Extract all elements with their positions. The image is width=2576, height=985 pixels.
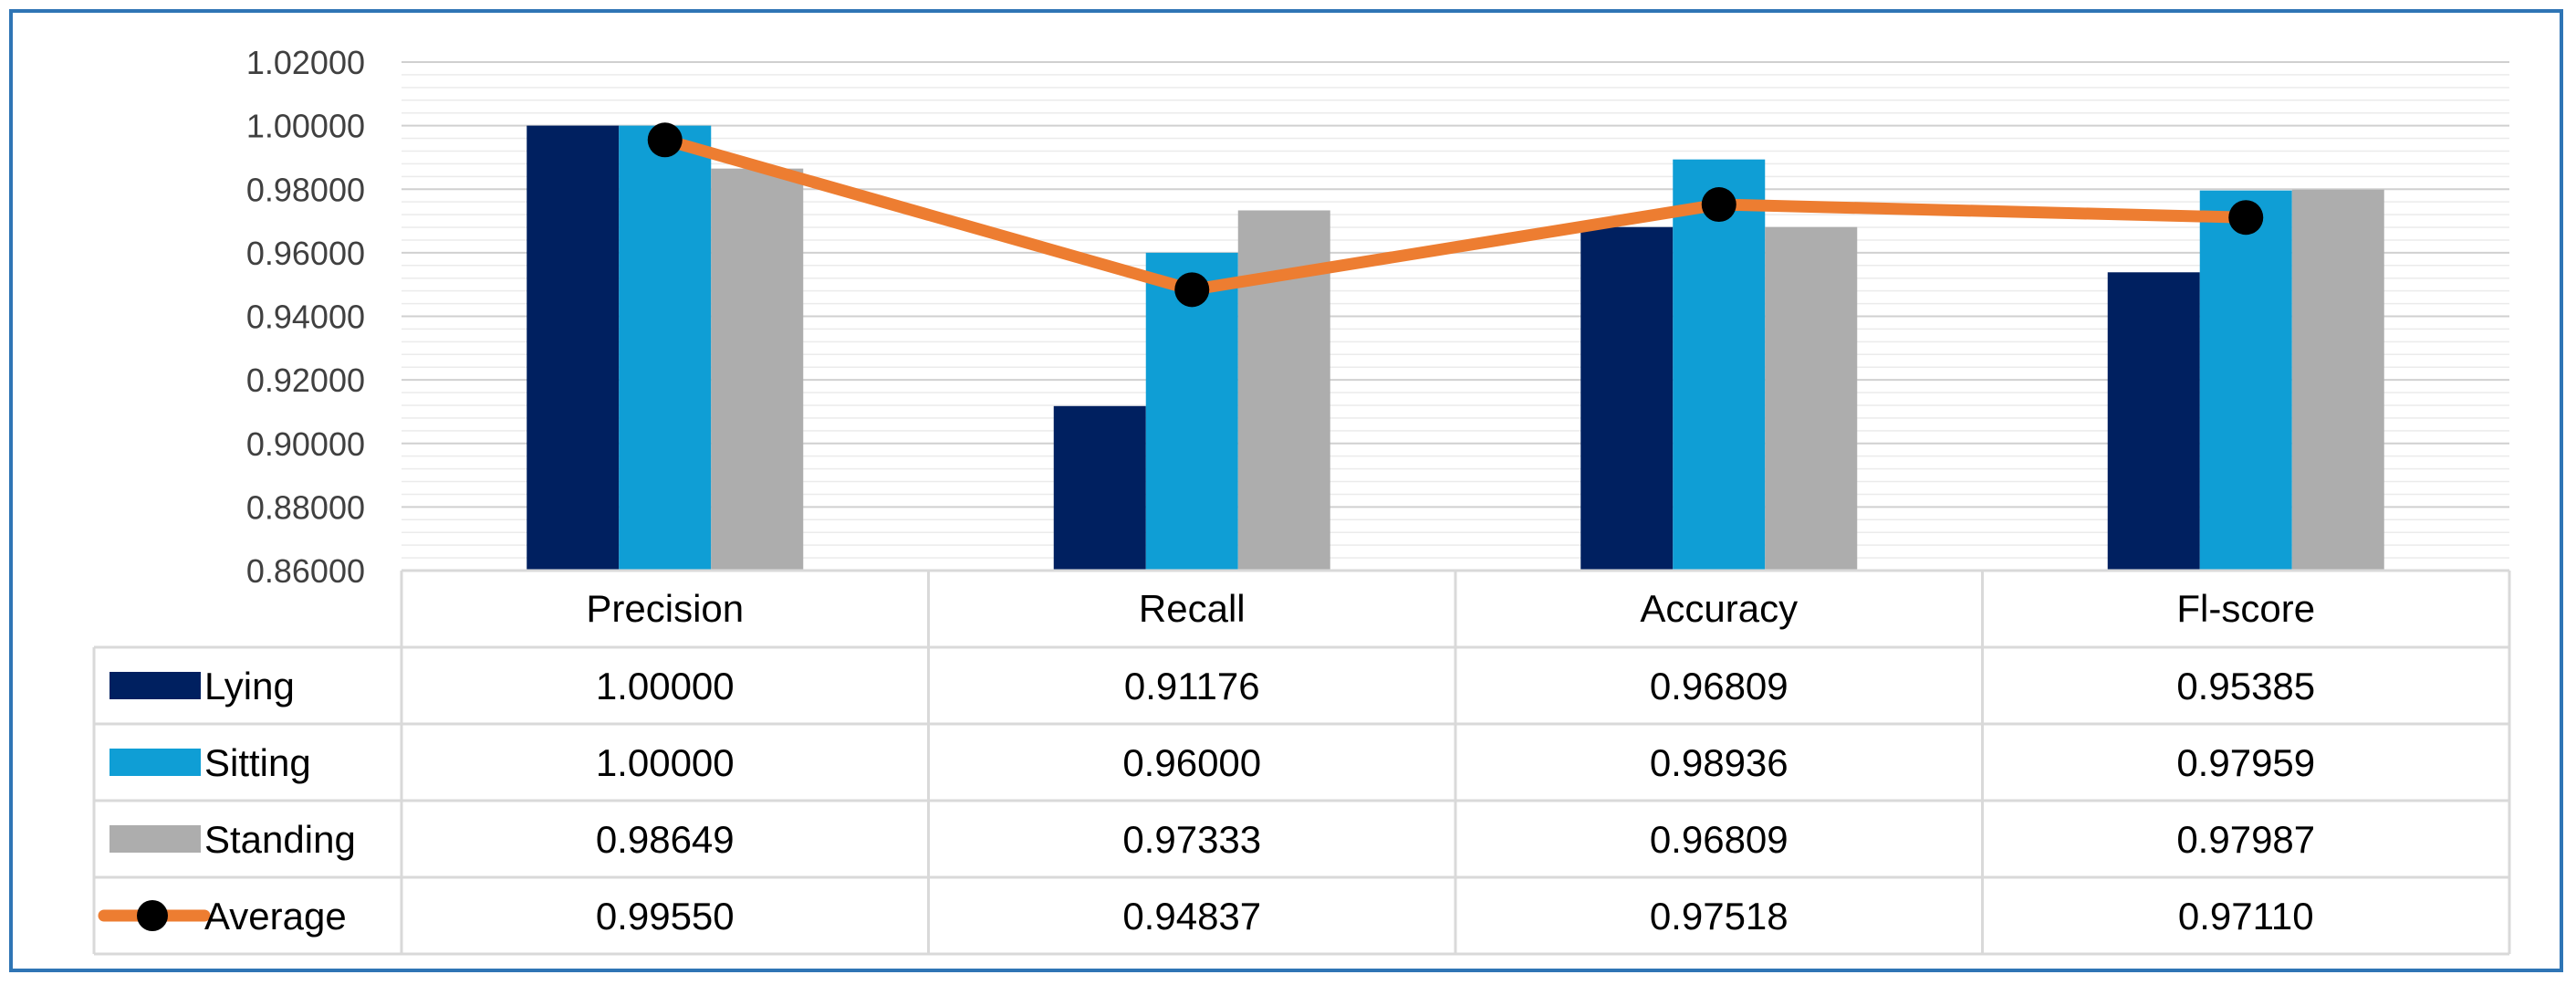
legend-key-standing bbox=[110, 825, 201, 853]
average-marker-flscore bbox=[2228, 200, 2264, 236]
table-cell-average: 0.97110 bbox=[2178, 895, 2314, 938]
table-cell-lying: 1.00000 bbox=[596, 665, 735, 707]
bars bbox=[527, 125, 2384, 571]
table-cell-sitting: 1.00000 bbox=[596, 741, 735, 784]
table-cell-lying: 0.91176 bbox=[1124, 665, 1260, 707]
table-cell-sitting: 0.96000 bbox=[1122, 741, 1261, 784]
average-marker-recall bbox=[1174, 272, 1210, 308]
y-tick-label: 0.98000 bbox=[246, 171, 365, 208]
y-tick-label: 1.02000 bbox=[246, 44, 365, 81]
bar-sitting-precision bbox=[619, 125, 712, 571]
average-marker-accuracy bbox=[1701, 187, 1736, 223]
table-cell-sitting: 0.97959 bbox=[2176, 741, 2315, 784]
bar-lying-precision bbox=[527, 125, 620, 571]
table-cell-standing: 0.97987 bbox=[2176, 818, 2315, 861]
y-tick-label: 0.94000 bbox=[246, 299, 365, 336]
table-cell-standing: 0.98649 bbox=[596, 818, 735, 861]
table-header-recall: Recall bbox=[1139, 587, 1246, 630]
bar-standing-flscore bbox=[2291, 189, 2384, 571]
legend-label-average: Average bbox=[204, 895, 347, 938]
legend-key-lying bbox=[110, 672, 201, 699]
bar-lying-accuracy bbox=[1580, 226, 1674, 571]
average-marker-precision bbox=[647, 122, 683, 158]
table-cell-average: 0.97518 bbox=[1650, 895, 1789, 938]
legend-key-average-marker bbox=[137, 900, 168, 931]
table-header-precision: Precision bbox=[586, 587, 744, 630]
bar-standing-accuracy bbox=[1765, 226, 1858, 571]
table-cell-lying: 0.95385 bbox=[2176, 665, 2315, 707]
y-tick-label: 0.88000 bbox=[246, 488, 365, 526]
table-cell-standing: 0.96809 bbox=[1650, 818, 1789, 861]
table-cell-average: 0.99550 bbox=[596, 895, 735, 938]
table-cell-average: 0.94837 bbox=[1122, 895, 1261, 938]
table-header-flscore: Fl-score bbox=[2176, 587, 2315, 630]
table-cell-lying: 0.96809 bbox=[1650, 665, 1789, 707]
bar-lying-flscore bbox=[2107, 272, 2200, 571]
table-cell-sitting: 0.98936 bbox=[1650, 741, 1789, 784]
y-tick-label: 1.00000 bbox=[246, 108, 365, 145]
y-tick-label: 0.92000 bbox=[246, 362, 365, 399]
legend-key-sitting bbox=[110, 749, 201, 776]
bar-sitting-accuracy bbox=[1673, 159, 1766, 571]
legend-label-sitting: Sitting bbox=[204, 741, 311, 784]
y-tick-label: 0.96000 bbox=[246, 235, 365, 272]
y-axis-ticks: 0.86000 0.88000 0.90000 0.92000 0.94000 0.960… bbox=[246, 44, 365, 590]
average-line-path bbox=[662, 134, 2247, 296]
bar-sitting-flscore bbox=[2199, 190, 2292, 571]
average-line bbox=[647, 122, 2264, 308]
bar-standing-precision bbox=[711, 168, 804, 571]
bar-lying-recall bbox=[1053, 405, 1146, 571]
data-table: Precision Recall Accuracy Fl-score Lying 1.00… bbox=[92, 569, 2511, 956]
y-tick-label: 0.86000 bbox=[246, 552, 365, 590]
legend-label-standing: Standing bbox=[204, 818, 356, 861]
legend-label-lying: Lying bbox=[204, 665, 295, 707]
table-header-accuracy: Accuracy bbox=[1640, 587, 1798, 630]
y-tick-label: 0.90000 bbox=[246, 425, 365, 463]
table-cell-standing: 0.97333 bbox=[1122, 818, 1261, 861]
